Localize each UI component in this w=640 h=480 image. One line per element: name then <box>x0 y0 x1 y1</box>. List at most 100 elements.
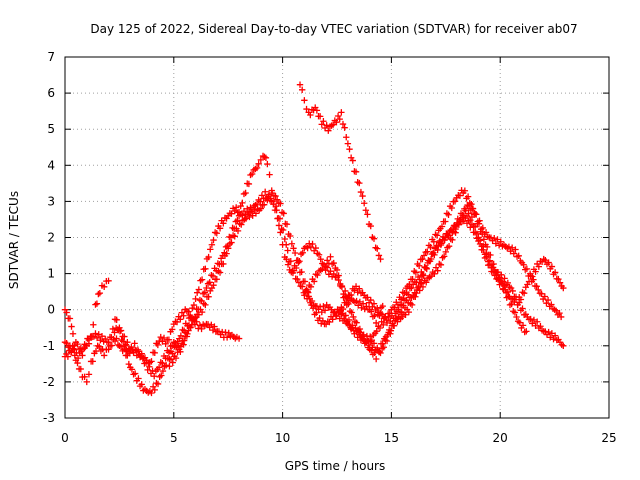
data-point <box>131 370 139 377</box>
data-point <box>294 275 301 283</box>
data-point <box>513 313 520 321</box>
data-point <box>85 340 93 347</box>
data-point <box>412 269 420 276</box>
y-tick-label: 4 <box>47 158 55 172</box>
data-point <box>548 301 555 308</box>
data-point <box>249 212 256 219</box>
data-point <box>379 302 386 310</box>
data-point <box>376 348 383 356</box>
data-point <box>159 338 166 345</box>
data-point <box>338 283 346 291</box>
data-point <box>548 263 556 270</box>
data-point <box>64 353 72 360</box>
data-point <box>185 308 192 315</box>
data-point <box>121 342 129 350</box>
data-point <box>201 289 209 296</box>
series-arc-2 <box>61 277 112 360</box>
data-point <box>235 335 243 342</box>
x-tick-label: 20 <box>493 431 508 445</box>
data-point <box>195 311 203 318</box>
data-point <box>90 321 97 328</box>
y-tick-label: 1 <box>47 267 55 281</box>
data-point <box>184 330 191 338</box>
data-point <box>205 253 212 261</box>
data-point <box>83 378 90 386</box>
data-point <box>273 206 280 214</box>
data-point <box>316 113 324 120</box>
data-point <box>492 240 500 247</box>
data-point <box>415 283 422 290</box>
data-point <box>375 252 383 259</box>
data-point <box>508 300 515 308</box>
data-point <box>330 259 337 267</box>
data-point <box>319 317 327 325</box>
data-point <box>424 248 431 255</box>
data-point <box>208 241 216 248</box>
data-point <box>346 146 353 153</box>
data-point <box>239 199 246 207</box>
data-point <box>205 293 212 300</box>
data-point <box>556 279 564 286</box>
data-point <box>190 317 198 324</box>
data-point <box>372 319 380 327</box>
data-point <box>234 227 242 235</box>
data-point <box>159 367 167 375</box>
data-point <box>117 343 125 351</box>
data-point <box>434 242 442 250</box>
x-tick-label: 10 <box>275 431 290 445</box>
data-point <box>510 250 517 257</box>
data-point <box>207 246 214 253</box>
data-point <box>87 332 95 340</box>
data-point <box>159 359 166 367</box>
data-point <box>456 192 464 199</box>
data-point <box>468 221 476 228</box>
data-series <box>61 81 567 397</box>
data-point <box>379 340 386 347</box>
data-point <box>344 140 352 147</box>
data-point <box>177 332 185 339</box>
data-point <box>68 323 75 330</box>
data-point <box>228 239 235 246</box>
data-point <box>451 198 459 205</box>
data-point <box>459 212 466 219</box>
data-point <box>213 276 220 283</box>
data-point <box>125 360 133 368</box>
data-point <box>465 210 472 217</box>
data-point <box>301 292 308 299</box>
data-point <box>296 81 304 88</box>
data-point <box>329 316 336 323</box>
data-point <box>307 283 315 291</box>
data-point <box>356 325 364 333</box>
data-point <box>343 134 350 141</box>
data-point <box>206 279 213 286</box>
data-point <box>155 364 163 371</box>
data-point <box>353 297 360 305</box>
data-point <box>491 234 498 242</box>
data-point <box>384 331 391 339</box>
data-point <box>301 97 308 104</box>
data-point <box>511 309 519 316</box>
data-point <box>370 235 378 242</box>
data-point <box>264 160 271 168</box>
data-point <box>359 192 366 200</box>
data-point <box>529 273 536 280</box>
data-point <box>270 201 277 208</box>
data-point <box>231 233 238 240</box>
data-point <box>341 287 349 295</box>
data-point <box>299 249 306 256</box>
data-point <box>532 268 539 275</box>
data-point <box>370 340 378 347</box>
data-point <box>364 294 371 301</box>
data-point <box>352 283 360 290</box>
data-point <box>228 210 235 217</box>
data-point <box>363 303 370 310</box>
data-point <box>336 115 343 123</box>
data-point <box>395 306 402 313</box>
data-point <box>349 157 356 164</box>
data-point <box>169 359 176 366</box>
data-point <box>551 269 559 276</box>
data-point <box>66 315 74 322</box>
data-point <box>377 255 384 263</box>
data-point <box>370 300 378 307</box>
data-point <box>180 312 187 319</box>
